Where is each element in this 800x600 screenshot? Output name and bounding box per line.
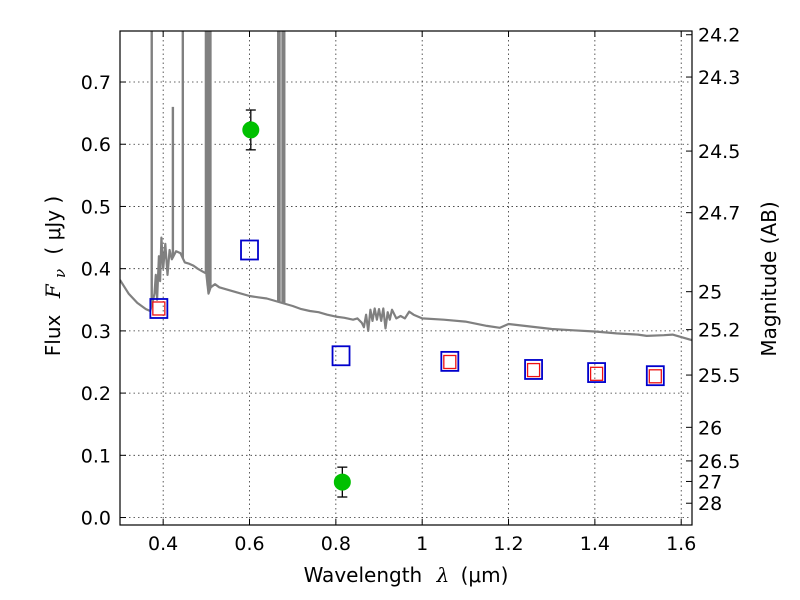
x-tick-label: 1.4 [580, 533, 610, 555]
mag-tick-label: 26.5 [698, 451, 740, 473]
x-axis-title: Wavelength λ (μm) [304, 563, 509, 587]
red-square-marker [526, 362, 541, 378]
x-tick-label: 1 [416, 533, 428, 555]
plot-frame [119, 30, 693, 526]
x-tick-label: 1.2 [493, 533, 523, 555]
mag-tick-label: 26 [698, 417, 722, 439]
y-tick-label: 0.0 [81, 508, 111, 530]
x-axis-title-prefix: Wavelength [304, 563, 423, 587]
y-tick-label: 0.4 [81, 259, 111, 281]
grid-lines [120, 31, 692, 525]
x-axis-title-symbol: λ [436, 563, 450, 587]
blue-square-marker [240, 239, 259, 261]
green-circle-marker [242, 121, 260, 139]
mag-tick-label: 25.5 [698, 365, 740, 387]
plot-series [120, 31, 692, 498]
model-spectrum-line [120, 236, 692, 342]
mag-tick-label: 25 [698, 282, 722, 304]
blue-square-marker [440, 350, 460, 372]
x-tick-label: 0.4 [148, 533, 178, 555]
y-axis-title-unit: ( μJy ) [41, 196, 65, 255]
y-axis-title-subscript: ν [51, 269, 69, 278]
blue-square-marker [645, 365, 665, 387]
x-tick-label: 0.8 [321, 533, 351, 555]
red-square-marker [443, 354, 457, 370]
y-axis-title: Flux F ν ( μJy ) [41, 196, 70, 356]
x-tick-label: 1.6 [666, 533, 696, 555]
blue-square-marker [331, 345, 351, 367]
blue-square-marker [587, 362, 606, 383]
mag-tick-label: 24.2 [698, 25, 740, 47]
y-axis-title-prefix: Flux [41, 314, 65, 356]
mag-tick-label: 25.2 [698, 320, 740, 342]
y-tick-label: 0.2 [81, 383, 111, 405]
blue-square-marker [149, 298, 169, 319]
y-axis-title-symbol: F [41, 283, 65, 299]
y-tick-label: 0.5 [81, 196, 111, 218]
x-axis-title-unit: (μm) [461, 563, 509, 587]
axis-ticks: 0.4 0.6 0.8 1 1.2 1.4 1.6 0.0 0.1 0.2 0.3 0.4 0.5 0.6… [81, 25, 741, 555]
red-square-marker [152, 301, 166, 316]
mag-tick-label: 24.7 [698, 203, 740, 225]
y-tick-label: 0.3 [81, 321, 111, 343]
mag-tick-label: 24.3 [698, 67, 740, 89]
mag-tick-label: 24.5 [698, 141, 740, 163]
green-circle-marker [333, 473, 351, 491]
blue-square-marker [524, 359, 543, 380]
y-tick-label: 0.6 [81, 134, 111, 156]
y-tick-label: 0.1 [81, 445, 111, 467]
y2-axis-title: Magnitude (AB) [757, 201, 781, 356]
x-tick-label: 0.6 [234, 533, 264, 555]
red-square-marker [589, 366, 604, 381]
red-square-marker [648, 369, 662, 384]
y-tick-label: 0.7 [81, 72, 111, 94]
mag-tick-label: 27 [698, 471, 722, 493]
mag-tick-label: 28 [698, 493, 722, 515]
